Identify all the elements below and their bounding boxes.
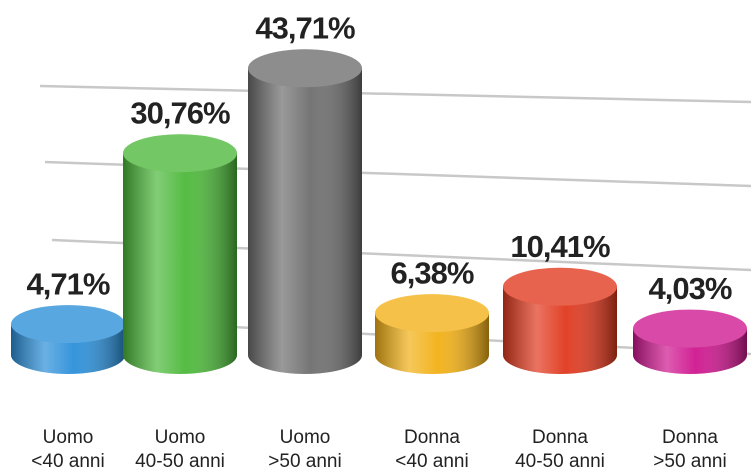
x-tick-label: Donna [532, 427, 588, 448]
x-tick-label: 40-50 anni [515, 451, 605, 471]
bar-top-highlight [248, 49, 362, 88]
bar-top-highlight [503, 267, 617, 306]
value-label: 4,71% [27, 266, 110, 301]
bar-top [375, 294, 489, 333]
bar-top [503, 267, 617, 306]
bar-top [11, 305, 125, 344]
x-tick-label: Donna [662, 427, 718, 448]
bar-top [123, 134, 237, 173]
bar-top [248, 49, 362, 88]
grid-line [39, 84, 751, 104]
bar-top-highlight [123, 134, 237, 173]
x-tick-label: Uomo [155, 427, 206, 448]
bar-shade [123, 153, 237, 355]
value-label: 10,41% [510, 229, 610, 264]
x-tick-label: Donna [404, 427, 460, 448]
value-label: 4,03% [649, 271, 732, 306]
bar-top-highlight [633, 309, 747, 348]
x-tick-label: <40 anni [395, 451, 468, 471]
x-tick-label: Uomo [280, 427, 331, 448]
x-tick-label: 40-50 anni [135, 451, 225, 471]
value-label: 6,38% [391, 255, 474, 290]
x-tick-label: Uomo [43, 427, 94, 448]
x-tick-label: <40 anni [31, 451, 104, 471]
value-label: 30,76% [130, 95, 230, 130]
bar-shade [248, 68, 362, 356]
bar-top-highlight [375, 294, 489, 333]
x-tick-label: >50 anni [268, 451, 341, 471]
value-label: 43,71% [255, 10, 355, 45]
bar-top-highlight [11, 305, 125, 344]
x-tick-label: >50 anni [653, 451, 726, 471]
bar-top [633, 309, 747, 348]
